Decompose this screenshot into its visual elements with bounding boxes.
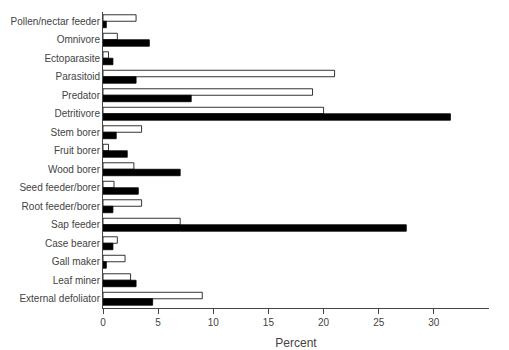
svg-text:Parasitoid: Parasitoid <box>56 71 100 82</box>
svg-text:10: 10 <box>208 317 220 328</box>
svg-text:Predator: Predator <box>62 90 101 101</box>
svg-text:20: 20 <box>318 317 330 328</box>
svg-text:15: 15 <box>263 317 275 328</box>
svg-text:Wood borer: Wood borer <box>48 164 101 175</box>
svg-text:Sap feeder: Sap feeder <box>51 219 101 230</box>
svg-text:Percent: Percent <box>275 336 317 350</box>
svg-text:Gall maker: Gall maker <box>52 256 101 267</box>
svg-text:Stem borer: Stem borer <box>51 127 101 138</box>
svg-text:Omnivore: Omnivore <box>57 34 101 45</box>
svg-text:5: 5 <box>155 317 161 328</box>
svg-text:Fruit borer: Fruit borer <box>54 145 101 156</box>
svg-text:Pollen/nectar feeder: Pollen/nectar feeder <box>10 16 100 27</box>
svg-text:Ectoparasite: Ectoparasite <box>44 53 100 64</box>
svg-text:External defoliator: External defoliator <box>19 293 100 304</box>
svg-text:25: 25 <box>373 317 385 328</box>
svg-text:0: 0 <box>100 317 106 328</box>
svg-text:Detritivore: Detritivore <box>54 108 100 119</box>
svg-text:Case bearer: Case bearer <box>45 238 101 249</box>
svg-text:30: 30 <box>428 317 440 328</box>
svg-text:Leaf miner: Leaf miner <box>53 275 101 286</box>
svg-text:Seed feeder/borer: Seed feeder/borer <box>19 182 100 193</box>
svg-text:Root feeder/borer: Root feeder/borer <box>22 201 101 212</box>
